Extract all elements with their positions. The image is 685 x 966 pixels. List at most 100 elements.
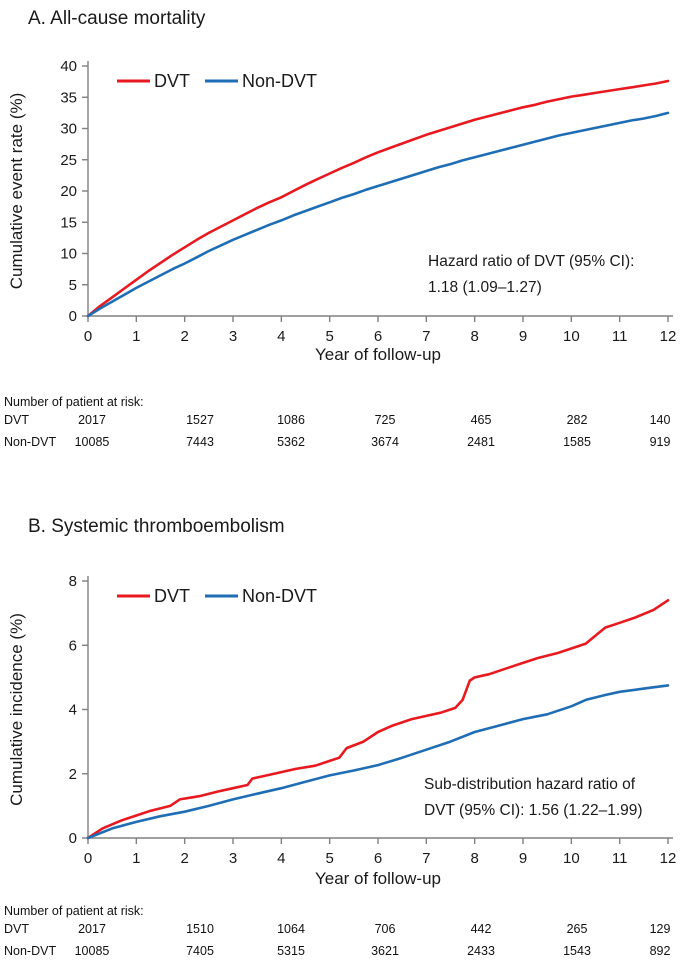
risk-row-label: DVT	[4, 413, 29, 427]
x-tick-label: 0	[84, 328, 92, 345]
risk-value: 2481	[467, 435, 495, 449]
y-axis-title: Cumulative incidence (%)	[7, 613, 26, 806]
y-tick-label: 30	[60, 121, 77, 138]
x-axis-title: Year of follow-up	[315, 345, 441, 364]
risk-value: 3621	[371, 944, 399, 958]
risk-value: 5362	[277, 435, 305, 449]
x-tick-label: 11	[612, 328, 628, 345]
y-tick-label: 4	[69, 702, 77, 719]
x-tick-label: 3	[229, 850, 237, 867]
x-tick-label: 7	[422, 328, 430, 345]
hazard-ratio-annotation: 1.18 (1.09–1.27)	[428, 279, 542, 296]
x-tick-label: 10	[563, 328, 580, 345]
risk-row-non-dvt: Non-DVT 10085 7443 5362 3674 2481 1585 919	[0, 435, 685, 451]
risk-value: 282	[566, 413, 588, 427]
legend-label: DVT	[154, 586, 190, 606]
dvt-curve	[86, 79, 670, 318]
y-tick-label: 15	[60, 214, 77, 231]
risk-table-b: Number of patient at risk: DVT 2017 1510 10…	[0, 904, 685, 966]
dvt-curve	[86, 598, 670, 840]
x-tick-label: 1	[132, 328, 140, 345]
y-tick-label: 20	[60, 183, 77, 200]
risk-value: 265	[566, 922, 588, 936]
y-tick-label: 0	[69, 830, 77, 847]
risk-value: 1510	[186, 922, 214, 936]
y-axis-title: Cumulative event rate (%)	[7, 93, 26, 290]
x-tick-label: 9	[519, 328, 527, 345]
x-tick-label: 5	[325, 850, 333, 867]
risk-row-label: Non-DVT	[4, 944, 57, 958]
y-tick-label: 6	[69, 637, 77, 654]
risk-value: 2433	[467, 944, 495, 958]
y-tick-label: 0	[69, 308, 77, 325]
legend-label: Non-DVT	[242, 71, 317, 91]
risk-value: 7405	[186, 944, 214, 958]
x-tick-label: 12	[660, 328, 677, 345]
y-tick-label: 2	[69, 766, 77, 783]
risk-table-b-heading: Number of patient at risk:	[4, 904, 144, 918]
risk-value: 1585	[563, 435, 591, 449]
x-tick-label: 12	[660, 850, 677, 867]
risk-value: 140	[649, 413, 671, 427]
y-tick-label: 40	[60, 58, 77, 75]
hazard-ratio-annotation: DVT (95% CI): 1.56 (1.22–1.99)	[424, 802, 643, 819]
x-tick-label: 4	[277, 850, 285, 867]
legend-label: Non-DVT	[242, 586, 317, 606]
risk-row-dvt: DVT 2017 1510 1064 706 442 265 129	[0, 922, 685, 938]
panel-a-title: A. All-cause mortality	[28, 8, 206, 29]
risk-row-dvt: DVT 2017 1527 1086 725 465 282 140	[0, 413, 685, 429]
risk-value: 706	[374, 922, 396, 936]
hazard-ratio-annotation: Hazard ratio of DVT (95% CI):	[428, 253, 634, 270]
x-tick-label: 0	[84, 850, 92, 867]
x-tick-label: 6	[374, 328, 382, 345]
risk-value: 129	[649, 922, 671, 936]
risk-value: 5315	[277, 944, 305, 958]
x-tick-label: 10	[563, 850, 580, 867]
non-dvt-curve	[86, 111, 670, 318]
risk-value: 919	[649, 435, 671, 449]
risk-value: 1064	[277, 922, 305, 936]
risk-value: 2017	[78, 922, 106, 936]
x-tick-label: 11	[612, 850, 628, 867]
x-tick-label: 2	[180, 328, 188, 345]
risk-value: 1086	[277, 413, 305, 427]
x-tick-label: 6	[374, 850, 382, 867]
x-axis-title: Year of follow-up	[315, 869, 441, 888]
risk-value: 442	[470, 922, 492, 936]
risk-value: 3674	[371, 435, 399, 449]
x-tick-label: 5	[325, 328, 333, 345]
risk-row-label: DVT	[4, 922, 29, 936]
x-tick-label: 3	[229, 328, 237, 345]
x-tick-label: 8	[470, 850, 478, 867]
risk-row-non-dvt: Non-DVT 10085 7405 5315 3621 2433 1543 892	[0, 944, 685, 960]
y-tick-label: 10	[60, 246, 77, 263]
risk-value: 10085	[74, 435, 110, 449]
y-tick-label: 8	[69, 573, 77, 590]
x-tick-label: 2	[180, 850, 188, 867]
risk-value: 2017	[78, 413, 106, 427]
x-tick-label: 7	[422, 850, 430, 867]
risk-value: 1543	[563, 944, 591, 958]
y-tick-label: 25	[60, 152, 77, 169]
risk-value: 892	[649, 944, 671, 958]
panel-b-title: B. Systemic thromboembolism	[28, 516, 285, 537]
y-tick-label: 35	[60, 89, 77, 106]
risk-value: 10085	[74, 944, 110, 958]
x-tick-label: 4	[277, 328, 285, 345]
risk-value: 465	[470, 413, 492, 427]
risk-table-a-heading: Number of patient at risk:	[4, 395, 144, 409]
risk-value: 7443	[186, 435, 214, 449]
hazard-ratio-annotation: Sub-distribution hazard ratio of	[424, 776, 636, 793]
risk-table-a: Number of patient at risk: DVT 2017 1527 10…	[0, 395, 685, 455]
risk-value: 1527	[186, 413, 214, 427]
risk-value: 725	[374, 413, 396, 427]
risk-row-label: Non-DVT	[4, 435, 57, 449]
x-tick-label: 8	[470, 328, 478, 345]
y-tick-label: 5	[69, 277, 77, 294]
x-tick-label: 9	[519, 850, 527, 867]
non-dvt-curve	[86, 684, 670, 840]
x-tick-label: 1	[132, 850, 140, 867]
